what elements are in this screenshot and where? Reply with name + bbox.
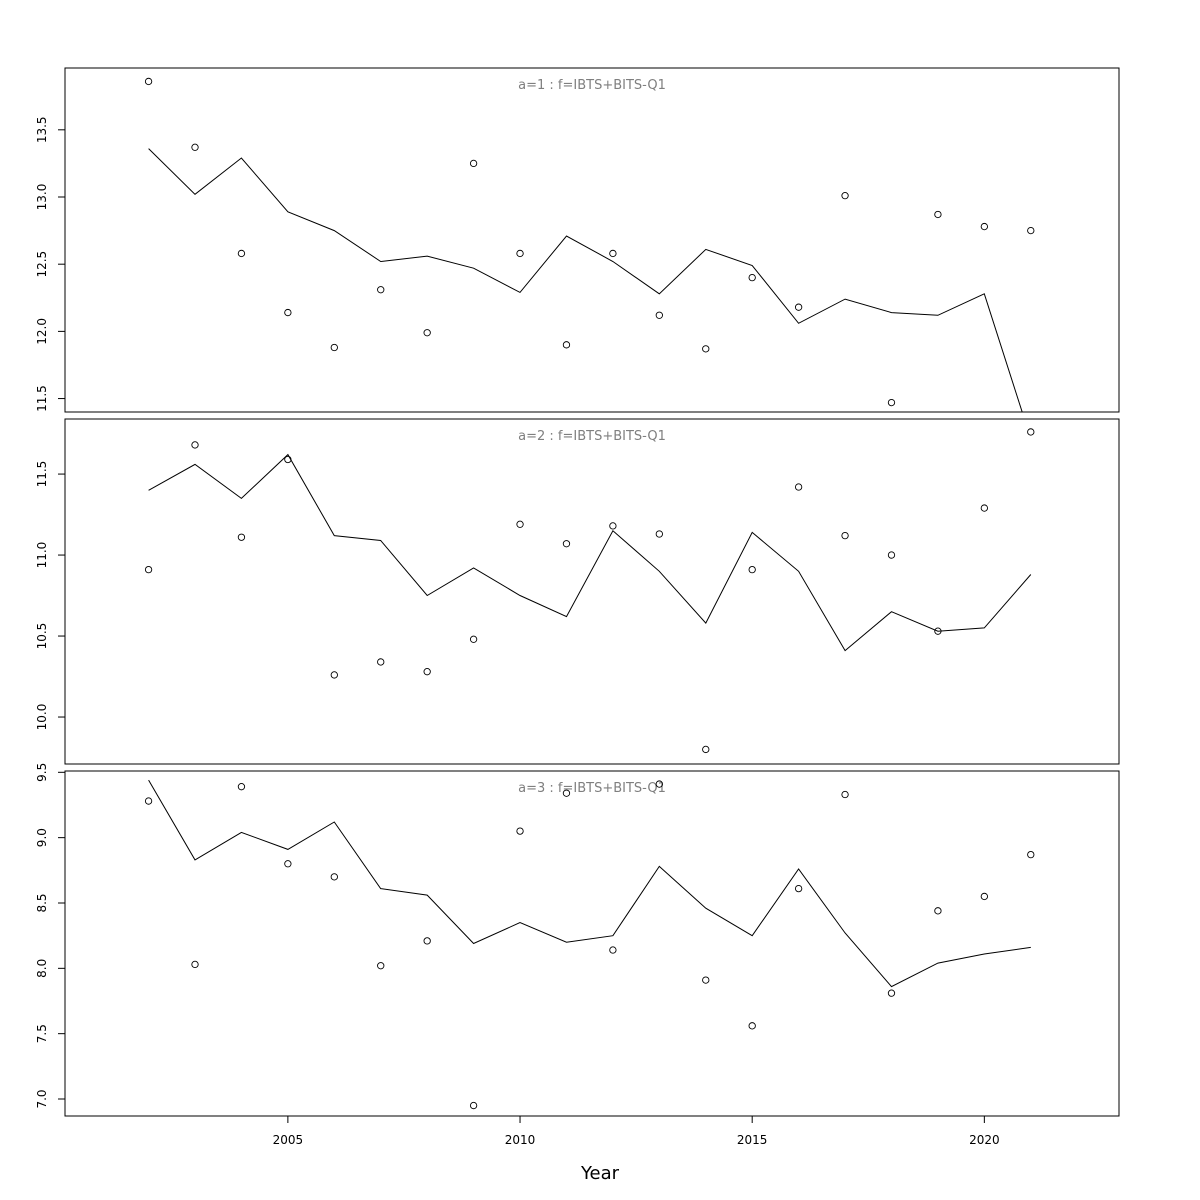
panel-frame bbox=[64, 67, 1120, 413]
observed-point bbox=[377, 286, 385, 294]
observed-point bbox=[934, 210, 942, 219]
y-tick-label: 11.5 bbox=[35, 461, 49, 488]
panel-title: a=3 : f=IBTS+BITS-Q1 bbox=[518, 781, 666, 796]
observed-point bbox=[330, 343, 338, 352]
fitted-line bbox=[148, 453, 1032, 652]
observed-point bbox=[469, 1101, 478, 1110]
observed-point bbox=[794, 884, 803, 893]
observed-point bbox=[144, 77, 153, 86]
observed-point bbox=[144, 565, 153, 574]
x-tick-label: 2010 bbox=[505, 1133, 536, 1147]
y-tick-label: 11.0 bbox=[35, 542, 49, 569]
fitted-line bbox=[148, 779, 1031, 988]
observed-point bbox=[191, 441, 199, 449]
observed-point bbox=[284, 308, 292, 317]
y-tick-label: 9.0 bbox=[35, 828, 49, 847]
panel-marks bbox=[144, 77, 1035, 412]
observed-point bbox=[237, 249, 246, 258]
observed-point bbox=[887, 989, 896, 997]
observed-point bbox=[1027, 226, 1035, 235]
panel-1: a=1 : f=IBTS+BITS-Q1 11.5 12.0 12.5 13.0 13.5 bbox=[35, 67, 1120, 413]
fitted-line bbox=[148, 148, 1023, 412]
observed-point bbox=[702, 976, 710, 984]
observed-point bbox=[191, 960, 199, 969]
y-tick-label: 8.5 bbox=[35, 893, 49, 912]
observed-point bbox=[609, 946, 617, 954]
observed-point bbox=[191, 143, 199, 151]
observed-point bbox=[469, 159, 478, 168]
observed-point bbox=[887, 551, 896, 559]
observed-point bbox=[748, 273, 756, 282]
panel-2: a=2 : f=IBTS+BITS-Q1 10.0 10.5 11.0 11.5 bbox=[35, 418, 1120, 765]
observed-point bbox=[748, 1022, 756, 1030]
y-tick-label: 12.0 bbox=[35, 318, 49, 345]
observed-point bbox=[609, 249, 617, 258]
y-tick-label: 7.5 bbox=[35, 1024, 49, 1043]
panel-marks bbox=[144, 779, 1035, 1110]
observed-point bbox=[841, 192, 849, 200]
x-axis-title: Year bbox=[580, 1163, 620, 1184]
observed-point bbox=[516, 249, 524, 258]
y-tick-label: 13.5 bbox=[35, 116, 49, 143]
panel-frame bbox=[64, 770, 1120, 1117]
observed-point bbox=[562, 341, 571, 349]
y-tick-label: 11.5 bbox=[35, 385, 49, 412]
y-tick-label: 7.0 bbox=[35, 1089, 49, 1108]
observed-point bbox=[887, 398, 896, 407]
observed-point bbox=[237, 783, 246, 791]
observed-point bbox=[980, 222, 988, 231]
observed-point bbox=[144, 797, 153, 805]
observed-point bbox=[655, 530, 663, 538]
observed-point bbox=[934, 907, 942, 915]
observed-point bbox=[794, 303, 803, 311]
observed-point bbox=[423, 329, 431, 337]
x-axis: 2005 2010 2015 2020 bbox=[273, 1115, 1000, 1147]
y-tick-label: 9.5 bbox=[35, 763, 49, 782]
y-tick-label: 8.0 bbox=[35, 959, 49, 978]
observed-point bbox=[377, 658, 385, 666]
observed-point bbox=[609, 522, 617, 530]
observed-point bbox=[516, 520, 524, 528]
observed-point bbox=[1027, 850, 1035, 859]
observed-point bbox=[841, 790, 849, 799]
observed-point bbox=[1027, 428, 1035, 436]
y-tick-label: 10.0 bbox=[35, 704, 49, 731]
observed-point bbox=[516, 827, 524, 835]
panel-3: a=3 : f=IBTS+BITS-Q1 7.0 7.5 8.0 8.5 9.0 9.5 bbox=[35, 763, 1120, 1117]
x-tick-label: 2005 bbox=[273, 1133, 304, 1147]
observed-point bbox=[284, 455, 292, 464]
observed-point bbox=[934, 627, 942, 635]
observed-point bbox=[748, 565, 756, 574]
panel-frame bbox=[64, 418, 1120, 765]
observed-point bbox=[469, 635, 478, 643]
y-tick-label: 12.5 bbox=[35, 251, 49, 278]
observed-point bbox=[702, 745, 710, 754]
observed-point bbox=[237, 533, 246, 541]
panel-marks bbox=[144, 428, 1035, 754]
panels-layer: a=1 : f=IBTS+BITS-Q1 11.5 12.0 12.5 13.0 13.5… bbox=[35, 67, 1120, 1117]
observed-point bbox=[330, 873, 338, 881]
observed-point bbox=[423, 937, 431, 945]
observed-point bbox=[284, 860, 292, 868]
observed-point bbox=[562, 540, 571, 548]
y-tick-label: 13.0 bbox=[35, 184, 49, 211]
observed-point bbox=[655, 311, 663, 319]
observed-point bbox=[980, 504, 988, 512]
observed-point bbox=[980, 892, 988, 901]
observed-point bbox=[562, 789, 571, 797]
observed-point bbox=[377, 962, 385, 970]
observed-point bbox=[330, 671, 338, 679]
observed-point bbox=[655, 780, 663, 788]
panel-title: a=2 : f=IBTS+BITS-Q1 bbox=[518, 429, 666, 444]
observed-point bbox=[794, 483, 803, 491]
x-tick-label: 2015 bbox=[737, 1133, 768, 1147]
panel-title: a=1 : f=IBTS+BITS-Q1 bbox=[518, 78, 666, 93]
x-tick-label: 2020 bbox=[969, 1133, 1000, 1147]
y-tick-label: 10.5 bbox=[35, 623, 49, 650]
observed-point bbox=[841, 531, 849, 540]
observed-point bbox=[702, 345, 710, 353]
observed-point bbox=[423, 668, 431, 676]
